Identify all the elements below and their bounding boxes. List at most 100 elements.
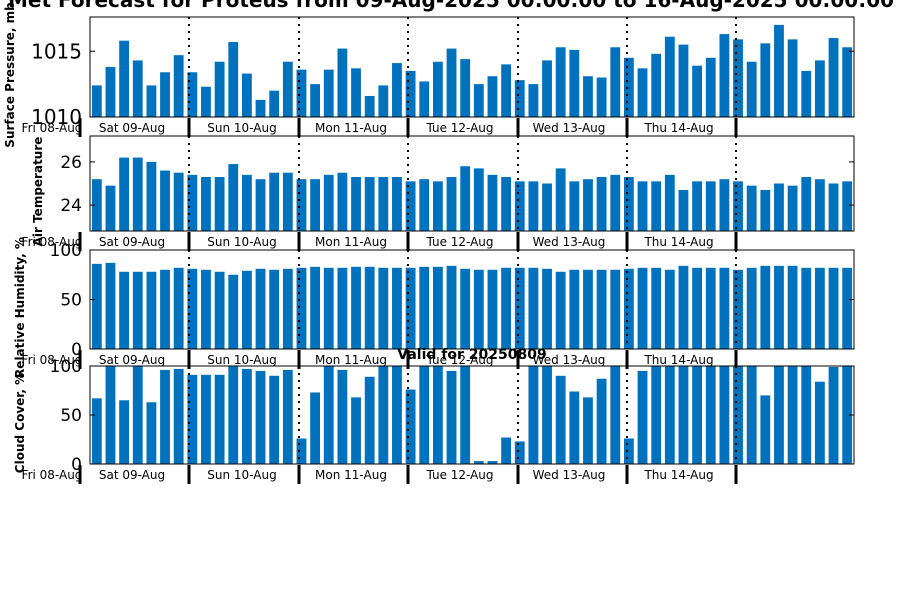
bar (828, 366, 839, 464)
bar (542, 60, 552, 117)
bar (651, 181, 662, 231)
bar (528, 267, 539, 349)
bar (460, 166, 471, 231)
bar (187, 72, 198, 117)
bar (269, 375, 280, 464)
bar (91, 85, 102, 117)
bar (282, 172, 293, 231)
bar (310, 266, 321, 349)
bar (528, 84, 539, 117)
bar (323, 267, 334, 349)
bar (610, 269, 621, 349)
bar (269, 269, 280, 349)
bar (542, 183, 552, 231)
axes-box (89, 16, 855, 118)
bar (364, 376, 375, 464)
day-label: Thu 14-Aug (643, 235, 713, 249)
bar (364, 266, 375, 349)
bar (828, 183, 839, 231)
day-label: Tue 12-Aug (425, 235, 493, 249)
bar (719, 366, 730, 464)
bar (105, 67, 116, 117)
bar (405, 389, 416, 464)
y-tick-label: 100 (50, 357, 82, 377)
bar (678, 366, 689, 464)
bar (214, 374, 225, 464)
day-label: Wed 13-Aug (533, 235, 606, 249)
bar (555, 375, 566, 464)
bar (501, 177, 512, 231)
panel-title: Valid for 20250809 (397, 347, 546, 363)
bar (378, 177, 389, 231)
bar (119, 271, 130, 349)
day-label: Wed 13-Aug (533, 121, 606, 135)
bar (446, 48, 457, 117)
bar (473, 84, 484, 117)
bar (405, 267, 416, 349)
bar (446, 265, 457, 349)
bar (146, 85, 157, 117)
bar (310, 84, 321, 117)
day-label: Wed 13-Aug (533, 353, 606, 367)
bar (705, 267, 716, 349)
bar (692, 65, 703, 117)
bar (610, 47, 621, 118)
bar (310, 179, 321, 231)
day-label: Fri 08-Aug (22, 235, 83, 249)
y-axis-label: Surface Pressure, mb (3, 2, 17, 148)
bar (405, 181, 416, 231)
bar (364, 177, 375, 231)
bar (419, 179, 430, 231)
day-label: Sun 10-Aug (207, 468, 276, 482)
bar (419, 366, 430, 464)
bar (596, 269, 607, 349)
bar (801, 366, 812, 464)
bar (801, 267, 812, 349)
bar (201, 86, 211, 117)
bar (801, 70, 812, 117)
bar (733, 366, 743, 464)
day-label: Thu 14-Aug (643, 121, 713, 135)
bar (651, 366, 662, 464)
bar (610, 174, 621, 231)
day-label: Wed 13-Aug (533, 468, 606, 482)
bar (705, 366, 716, 464)
bar (446, 370, 457, 464)
bar (637, 370, 648, 464)
bar (746, 61, 757, 117)
day-label: Mon 11-Aug (315, 121, 387, 135)
bar (787, 366, 798, 464)
y-tick-label: 100 (50, 241, 82, 261)
bar (160, 72, 170, 117)
bar (255, 370, 266, 464)
bar (228, 164, 239, 231)
bar (569, 269, 580, 349)
bar (460, 268, 471, 349)
bar (269, 90, 280, 117)
day-label: Sun 10-Aug (207, 353, 276, 367)
bar (378, 267, 389, 349)
bar (160, 170, 170, 231)
day-label: Sat 09-Aug (99, 235, 165, 249)
bar (637, 181, 648, 231)
bar (842, 366, 853, 464)
bar (596, 177, 607, 231)
bar (705, 57, 716, 117)
bar (774, 183, 784, 231)
bar (132, 157, 143, 231)
bar (555, 168, 566, 231)
bar (337, 267, 348, 349)
bar (501, 267, 512, 349)
bar (419, 81, 430, 117)
bar (664, 366, 675, 464)
bar (432, 61, 443, 117)
bar (255, 268, 266, 349)
bar (378, 85, 389, 117)
day-label: Mon 11-Aug (315, 235, 387, 249)
bar (432, 266, 443, 349)
bar (637, 267, 648, 349)
bar (583, 179, 593, 231)
y-tick-label: 0 (71, 455, 82, 475)
bar (160, 369, 170, 464)
bar (487, 174, 498, 231)
